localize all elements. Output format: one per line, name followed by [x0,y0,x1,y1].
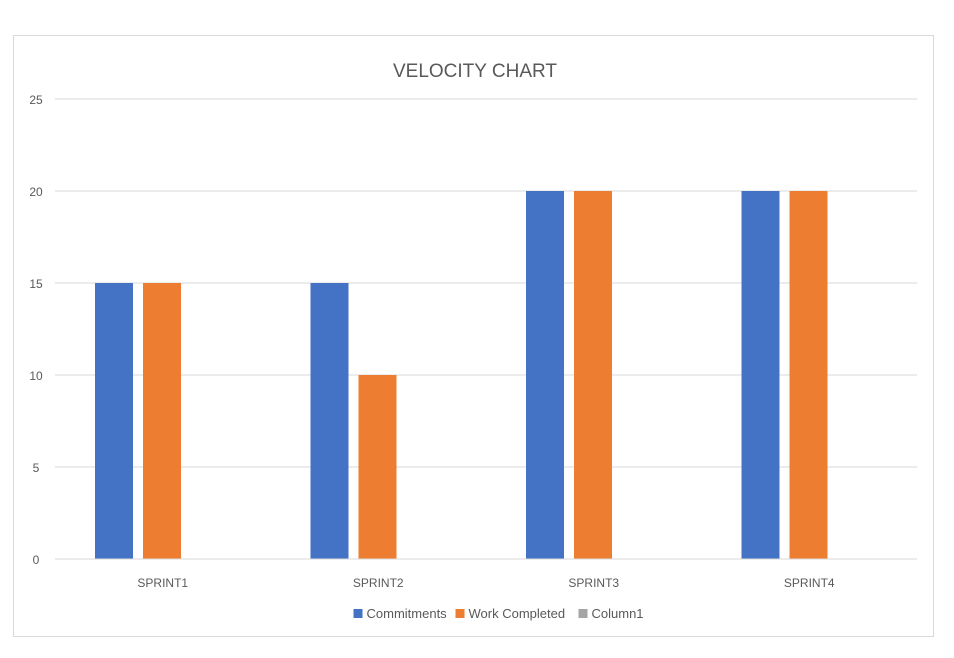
bar-work-completed-sprint4 [789,191,828,559]
x-tick-label: SPRINT3 [568,576,619,590]
y-tick-label: 15 [29,277,43,291]
bar-commitments-sprint3 [526,191,564,559]
x-tick-label: SPRINT4 [784,576,835,590]
bar-commitments-sprint2 [310,283,349,559]
y-tick-label: 0 [33,553,40,567]
bars [95,191,828,559]
chart-title: VELOCITY CHART [393,61,557,82]
legend-label: Commitments [367,606,448,621]
legend-label: Column1 [592,606,644,621]
y-axis-tick-labels: 0 5 10 15 20 25 [29,93,43,567]
legend-swatch [455,609,465,618]
legend-swatch [578,609,588,618]
legend-item-commitments: Commitments [353,606,448,621]
x-tick-label: SPRINT2 [353,576,404,590]
x-axis-tick-labels: SPRINT1 SPRINT2 SPRINT3 SPRINT4 [137,576,835,590]
bar-commitments-sprint4 [741,191,780,559]
gridlines [55,98,917,468]
bar-commitments-sprint1 [95,283,133,559]
legend: Commitments Work Completed Column1 [353,606,644,621]
y-tick-label: 25 [29,93,43,107]
bar-work-completed-sprint1 [143,283,181,559]
legend-label: Work Completed [469,606,566,621]
bar-work-completed-sprint3 [574,191,612,559]
x-tick-label: SPRINT1 [137,576,188,590]
y-tick-label: 20 [29,185,43,199]
bar-work-completed-sprint2 [358,375,397,559]
y-tick-label: 10 [29,369,43,383]
legend-item-work-completed: Work Completed [455,606,566,621]
y-tick-label: 5 [33,461,40,475]
legend-item-column1: Column1 [578,606,644,621]
legend-swatch [353,609,363,618]
